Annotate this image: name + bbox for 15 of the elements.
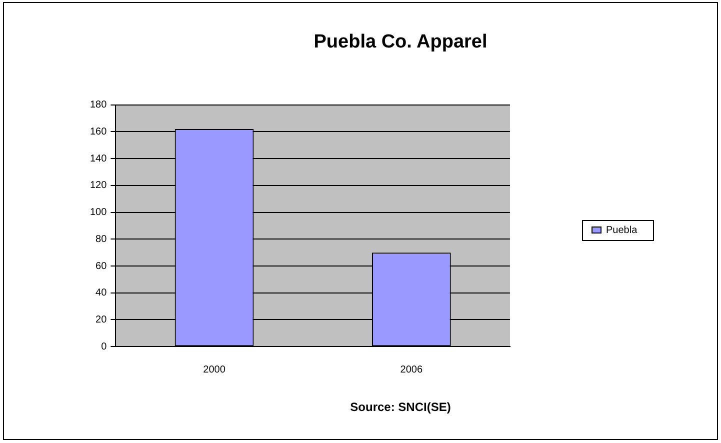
legend-label: Puebla bbox=[606, 224, 638, 236]
y-tick-label: 60 bbox=[96, 260, 108, 272]
y-tick-label: 40 bbox=[96, 288, 108, 299]
y-tick-label: 0 bbox=[101, 341, 108, 352]
x-tick-label: 2006 bbox=[400, 364, 423, 376]
y-tick-label: 20 bbox=[96, 314, 108, 326]
y-tick-label: 80 bbox=[96, 234, 108, 245]
y-tick-label: 140 bbox=[90, 153, 108, 164]
y-tick-label: 100 bbox=[90, 207, 108, 218]
y-tick-label: 180 bbox=[90, 100, 108, 111]
source-note: Source: SNCI(SE) bbox=[350, 400, 451, 414]
y-tick-label: 160 bbox=[90, 126, 108, 138]
x-tick-label: 2000 bbox=[203, 364, 226, 376]
chart-title: Puebla Co. Apparel bbox=[314, 32, 488, 53]
y-tick-label: 120 bbox=[90, 180, 108, 192]
